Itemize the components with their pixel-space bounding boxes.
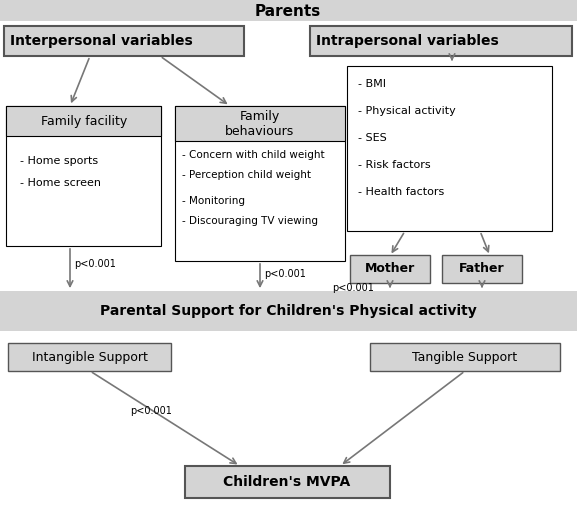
Text: - Home screen: - Home screen — [20, 178, 101, 188]
Text: Mother: Mother — [365, 262, 415, 276]
Bar — [175, 106, 345, 141]
Text: - Risk factors: - Risk factors — [358, 160, 430, 170]
Text: Interpersonal variables: Interpersonal variables — [10, 34, 193, 48]
Text: Tangible Support: Tangible Support — [413, 350, 518, 363]
Bar — [185, 466, 390, 498]
Text: Parents: Parents — [255, 4, 321, 18]
Text: p<0.001: p<0.001 — [130, 406, 172, 416]
Text: Parental Support for Children's Physical activity: Parental Support for Children's Physical… — [100, 304, 477, 318]
Text: - BMI: - BMI — [358, 79, 386, 89]
Text: Father: Father — [459, 262, 505, 276]
Bar — [0, 291, 577, 331]
Text: - Perception child weight: - Perception child weight — [182, 170, 311, 180]
Bar — [8, 343, 171, 371]
Bar — [370, 343, 560, 371]
Text: - Home sports: - Home sports — [20, 156, 98, 166]
Text: p<0.001: p<0.001 — [264, 269, 306, 279]
Bar — [6, 106, 161, 136]
Text: Intangible Support: Intangible Support — [32, 350, 148, 363]
Bar — [175, 106, 345, 261]
Text: Family facility: Family facility — [41, 115, 127, 127]
Text: Family
behaviours: Family behaviours — [226, 110, 295, 138]
Bar — [310, 26, 572, 56]
Text: Children's MVPA: Children's MVPA — [223, 475, 351, 489]
Bar — [347, 66, 552, 231]
Text: - Discouraging TV viewing: - Discouraging TV viewing — [182, 216, 318, 226]
Text: p<0.001: p<0.001 — [74, 259, 116, 269]
Text: - Concern with child weight: - Concern with child weight — [182, 150, 325, 160]
Text: - SES: - SES — [358, 133, 387, 143]
Bar — [350, 255, 430, 283]
Bar — [0, 0, 577, 21]
Text: - Monitoring: - Monitoring — [182, 196, 245, 206]
Bar — [442, 255, 522, 283]
Bar — [6, 106, 161, 246]
Text: p<0.001: p<0.001 — [332, 283, 374, 293]
Text: Intrapersonal variables: Intrapersonal variables — [316, 34, 499, 48]
Text: - Health factors: - Health factors — [358, 187, 444, 197]
Bar — [4, 26, 244, 56]
Text: - Physical activity: - Physical activity — [358, 106, 456, 116]
